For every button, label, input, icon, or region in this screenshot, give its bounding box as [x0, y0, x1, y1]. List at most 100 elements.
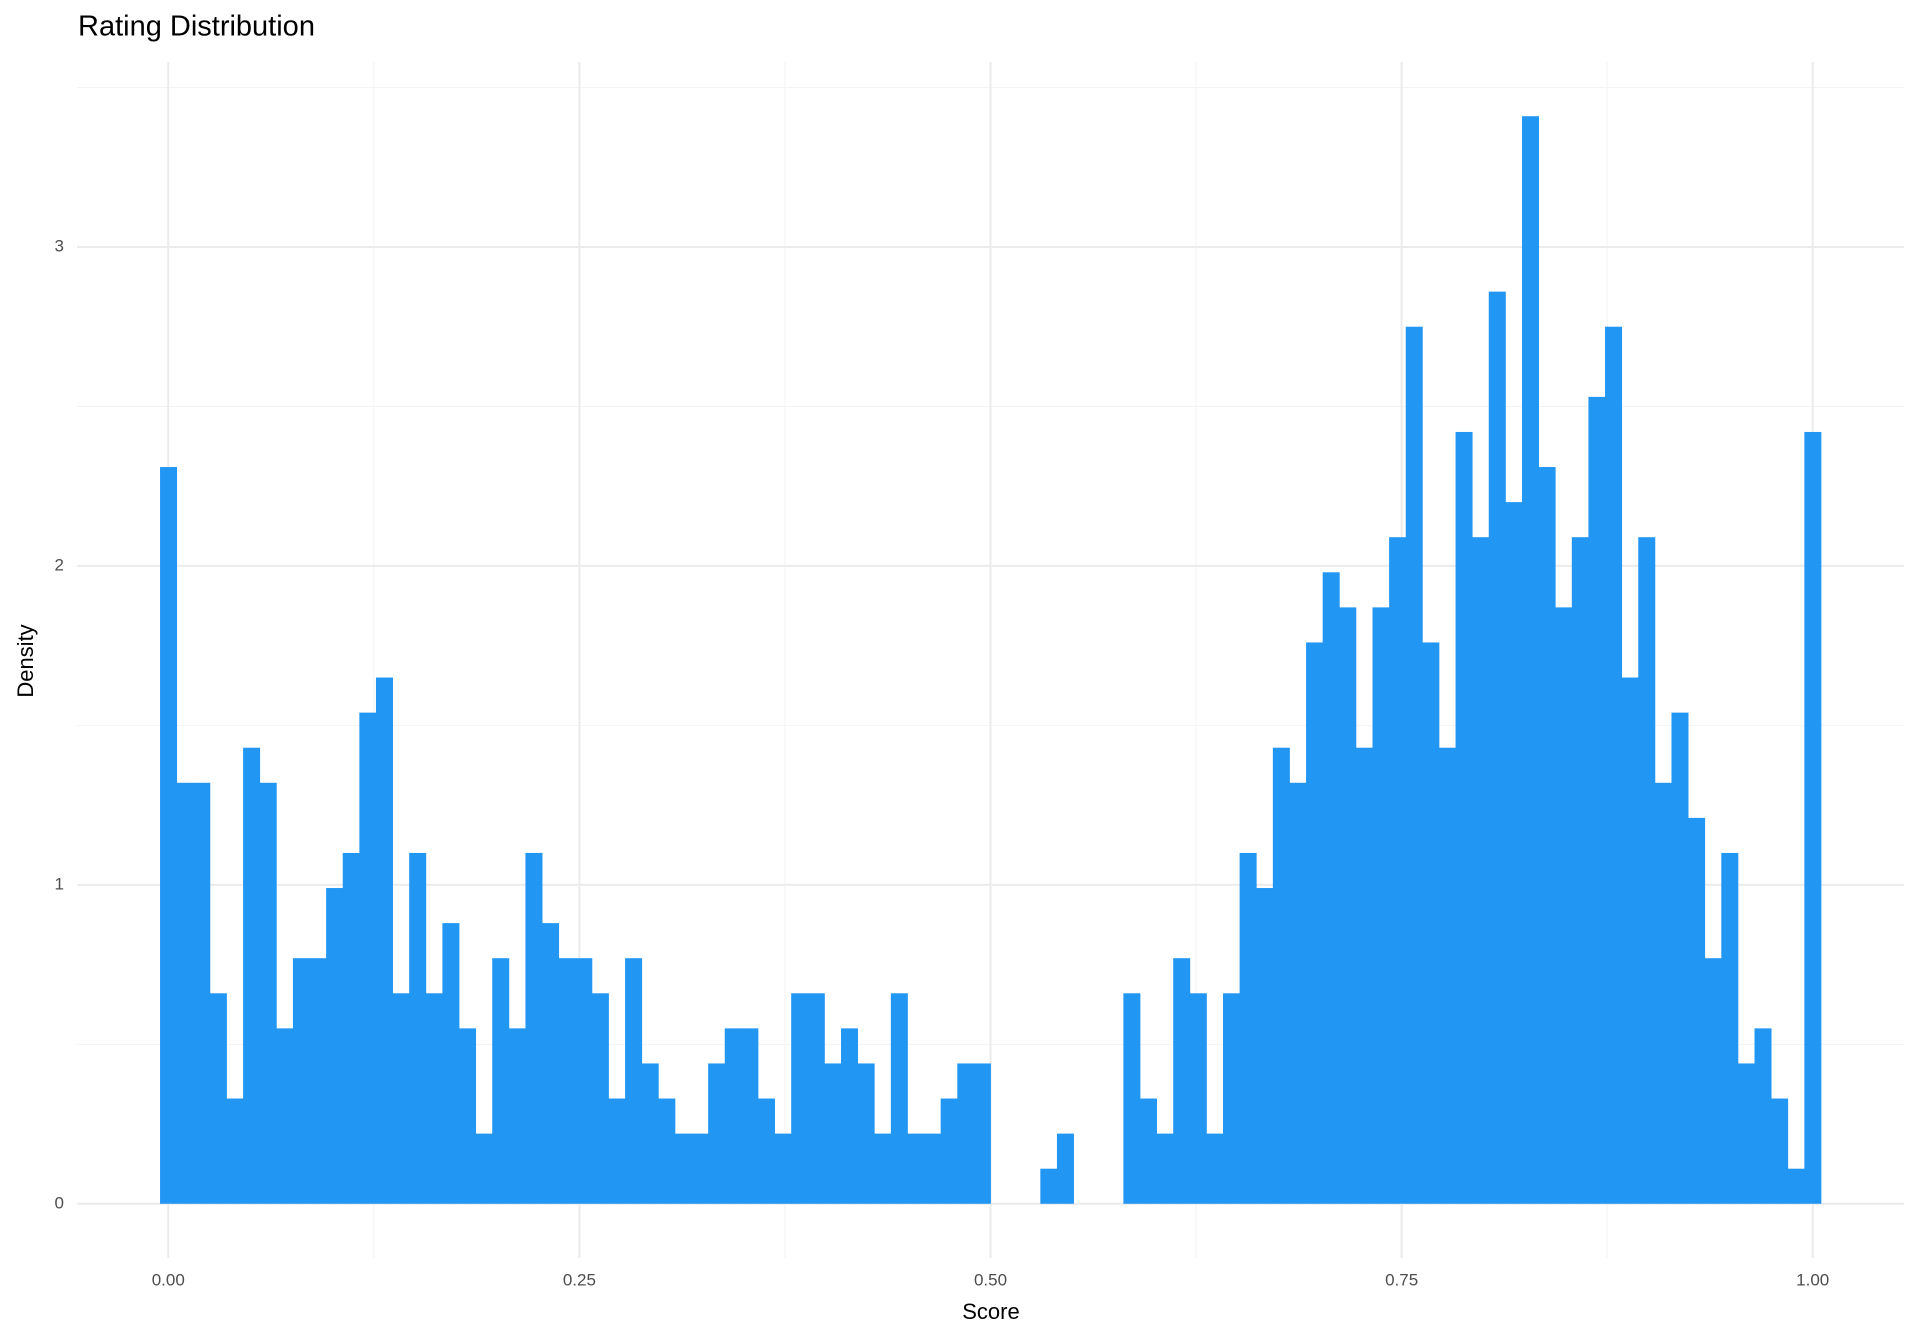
bar [226, 1098, 244, 1204]
bar [824, 1063, 842, 1204]
bar [508, 1028, 526, 1204]
bar [525, 852, 543, 1204]
bar [774, 1133, 792, 1204]
bar [1671, 712, 1689, 1204]
bar [209, 993, 227, 1204]
bar [658, 1098, 676, 1204]
bar [558, 958, 576, 1204]
bar [1455, 431, 1473, 1204]
bar [542, 923, 560, 1204]
x-tick-label: 0.75 [1385, 1270, 1418, 1289]
x-axis-title: Score [962, 1299, 1019, 1324]
bar [1505, 502, 1523, 1204]
bar [1472, 537, 1490, 1204]
bar [757, 1098, 775, 1204]
bar [1123, 993, 1141, 1204]
bar [1173, 958, 1191, 1204]
bar [907, 1133, 925, 1204]
bar [1787, 1168, 1805, 1204]
bar [1737, 1063, 1755, 1204]
bar [392, 993, 410, 1204]
bar [1605, 326, 1623, 1204]
bar [857, 1063, 875, 1204]
x-tick-label: 0.50 [974, 1270, 1007, 1289]
bar [459, 1028, 477, 1204]
bar [409, 852, 427, 1204]
bar [475, 1133, 493, 1204]
y-tick-label: 1 [55, 874, 64, 893]
bar [176, 782, 194, 1204]
bar [1638, 537, 1656, 1204]
bar [625, 958, 643, 1204]
bar [193, 782, 211, 1204]
bar [259, 782, 277, 1204]
bar [1588, 396, 1606, 1204]
bar [591, 993, 609, 1204]
bar [940, 1098, 958, 1204]
bar [1223, 993, 1241, 1204]
bar [708, 1063, 726, 1204]
y-tick-label: 0 [55, 1193, 64, 1212]
bar [1056, 1133, 1074, 1204]
bar [1688, 817, 1706, 1204]
bar [1289, 782, 1307, 1204]
bar [874, 1133, 892, 1204]
bar [1139, 1098, 1157, 1204]
bar [890, 993, 908, 1204]
bar [425, 993, 443, 1204]
bar [1405, 326, 1423, 1204]
bar [1654, 782, 1672, 1204]
bar [1538, 467, 1556, 1204]
bar [1389, 537, 1407, 1204]
bar [1621, 677, 1639, 1204]
bar [1438, 747, 1456, 1204]
bar [957, 1063, 975, 1204]
bar [1804, 431, 1822, 1204]
bar [342, 852, 360, 1204]
bar [724, 1028, 742, 1204]
bar [375, 677, 393, 1204]
bar [1040, 1168, 1058, 1204]
bar [1306, 642, 1324, 1204]
bar [1339, 607, 1357, 1204]
bar [309, 958, 327, 1204]
x-tick-label: 0.25 [563, 1270, 596, 1289]
bar [1422, 642, 1440, 1204]
bar [674, 1133, 692, 1204]
bar [691, 1133, 709, 1204]
bar [1206, 1133, 1224, 1204]
bar [1355, 747, 1373, 1204]
bar [807, 993, 825, 1204]
bar [1322, 572, 1340, 1204]
bar [1488, 291, 1506, 1204]
bar [741, 1028, 759, 1204]
bar [326, 888, 344, 1204]
bar [1571, 537, 1589, 1204]
bar [276, 1028, 294, 1204]
bar [1521, 116, 1539, 1204]
bar [1771, 1098, 1789, 1204]
x-tick-label: 0.00 [152, 1270, 185, 1289]
bar [1272, 747, 1290, 1204]
bar [791, 993, 809, 1204]
bar [1704, 958, 1722, 1204]
bar [160, 467, 178, 1204]
bar [243, 747, 261, 1204]
y-tick-label: 2 [55, 555, 64, 574]
bar [292, 958, 310, 1204]
x-tick-label: 1.00 [1796, 1270, 1829, 1289]
bar [359, 712, 377, 1204]
bar [973, 1063, 991, 1204]
chart-title: Rating Distribution [78, 11, 315, 43]
bar [1372, 607, 1390, 1204]
bar [575, 958, 593, 1204]
y-tick-label: 3 [55, 236, 64, 255]
bar [492, 958, 510, 1204]
bar [1156, 1133, 1174, 1204]
y-axis-title: Density [13, 624, 38, 697]
bar [1256, 888, 1274, 1204]
bar [1754, 1028, 1772, 1204]
bar [1555, 607, 1573, 1204]
bar [1721, 852, 1739, 1204]
